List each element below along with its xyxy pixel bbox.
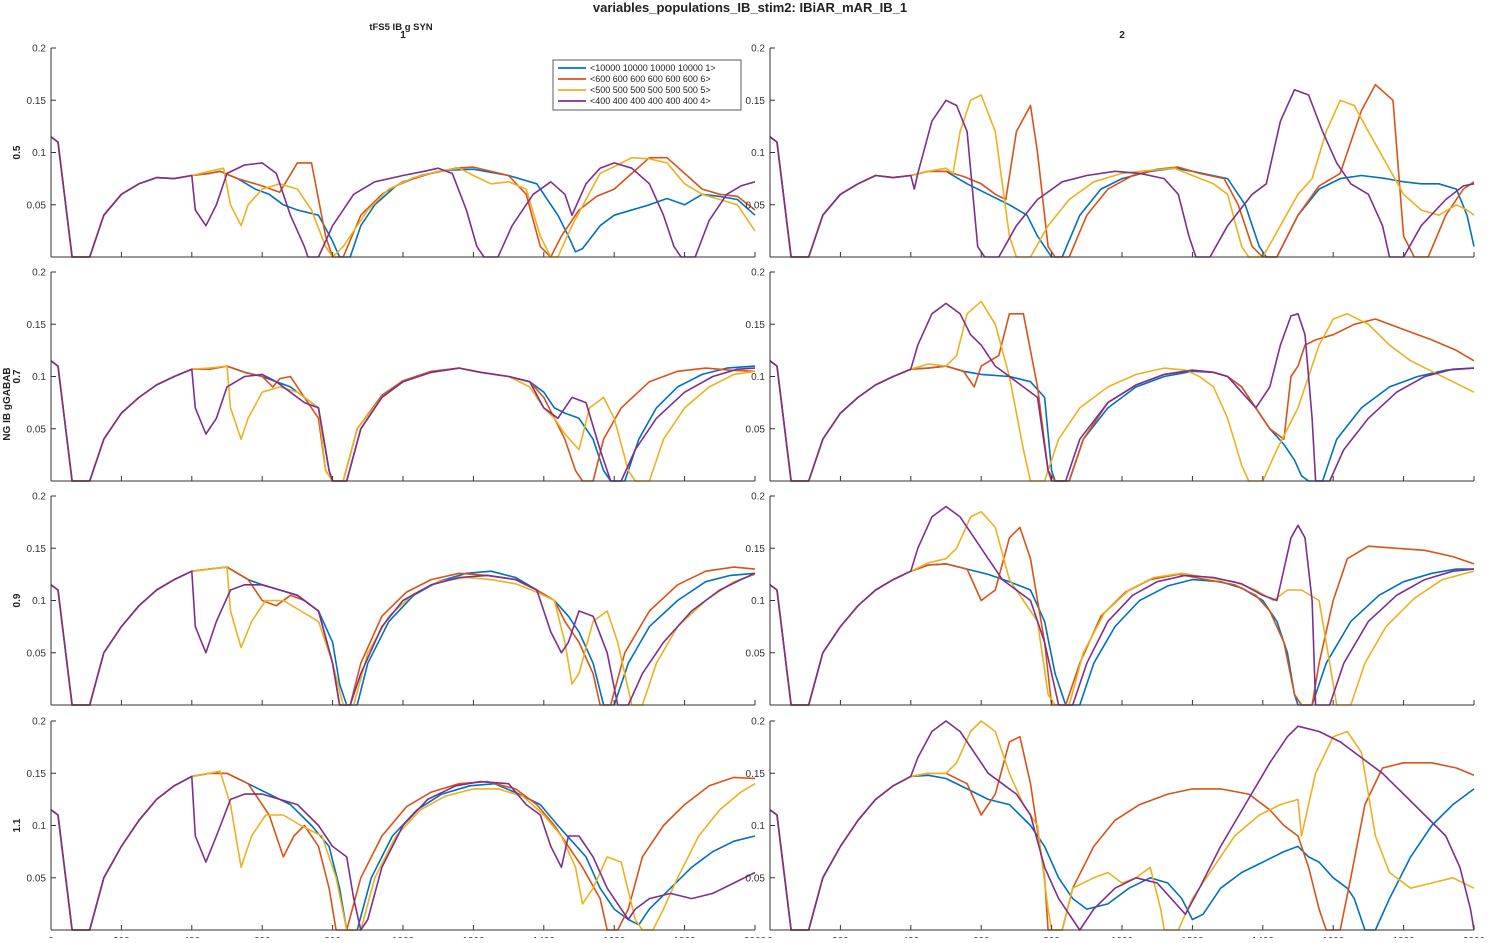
panel-row-0.5-col-2: 0.05 0.1 0.15 0.2 2 [746, 30, 1475, 258]
legend-entry-3: <500 500 500 500 500 500 5> [590, 85, 711, 95]
y-tick-label: 0.1 [32, 148, 46, 159]
panel-row-0.9-col-2: 0.05 0.1 0.15 0.2 [746, 492, 1475, 706]
row-variable-label: NG IB gGABAB [2, 367, 13, 440]
row-label: 0.7 [12, 369, 23, 383]
y-tick-label: 0.15 [27, 544, 47, 555]
y-tick-label: 0.05 [27, 648, 47, 659]
panel-row-0.7-col-1: 0.05 0.1 0.15 0.2 0.7 [12, 268, 756, 482]
y-tick-label: 0.1 [32, 372, 46, 383]
y-tick-label: 0.2 [751, 44, 765, 55]
y-tick-label: 0.1 [751, 596, 765, 607]
row-label: 0.9 [12, 593, 23, 607]
y-tick-label: 0.05 [27, 424, 47, 435]
column-label: 1 [400, 30, 406, 41]
y-tick-label: 0.2 [32, 717, 46, 728]
legend: <10000 10000 10000 10000 1><600 600 600 … [552, 59, 742, 111]
y-tick-label: 0.15 [746, 544, 766, 555]
y-tick-label: 0.2 [751, 717, 765, 728]
y-tick-label: 0.05 [27, 200, 47, 211]
panel-background [770, 496, 1474, 705]
y-tick-label: 0.05 [746, 424, 766, 435]
y-tick-label: 0.15 [27, 320, 47, 331]
y-tick-label: 0.2 [32, 268, 46, 279]
y-tick-label: 0.1 [751, 821, 765, 832]
panel-row-1.1-col-2: 0.050.10.150.202004006008001000120014001… [746, 717, 1486, 943]
column-variable-label: tFS5 IB g SYN [369, 22, 432, 33]
y-tick-label: 0.05 [746, 200, 766, 211]
y-tick-label: 0.1 [751, 372, 765, 383]
y-tick-label: 0.2 [32, 44, 46, 55]
series-line-4 [769, 89, 1475, 258]
y-tick-label: 0.05 [746, 648, 766, 659]
y-tick-label: 0.15 [746, 320, 766, 331]
panel-row-0.5-col-1: 0.05 0.1 0.15 0.2 0.5 1 [12, 30, 756, 258]
panel-background [770, 721, 1474, 930]
y-tick-label: 0.2 [32, 492, 46, 503]
y-tick-label: 0.15 [27, 96, 47, 107]
y-tick-label: 0.1 [751, 148, 765, 159]
panel-grid: 0.05 0.1 0.15 0.2 0.5 1 0.05 0.1 0.15 0.2 2 0.05 0.1… [12, 30, 1486, 943]
panel-row-0.7-col-2: 0.05 0.1 0.15 0.2 [746, 268, 1475, 482]
y-tick-label: 0.05 [746, 873, 766, 884]
y-tick-label: 0.1 [32, 821, 46, 832]
panel-row-1.1-col-1: 0.050.10.150.202004006008001000120014001… [12, 717, 767, 943]
legend-entry-4: <400 400 400 400 400 400 4> [590, 96, 711, 106]
y-tick-label: 0.2 [751, 268, 765, 279]
panel-background [770, 48, 1474, 257]
panel-row-0.9-col-1: 0.05 0.1 0.15 0.2 0.9 [12, 492, 756, 706]
figure-title: variables_populations_IB_stim2: IBiAR_mA… [593, 0, 907, 15]
row-label: 0.5 [12, 145, 23, 159]
series-line-4 [769, 302, 1475, 482]
y-tick-label: 0.15 [746, 96, 766, 107]
column-label: 2 [1119, 30, 1125, 41]
y-tick-label: 0.15 [27, 769, 47, 780]
row-label: 1.1 [12, 818, 23, 832]
y-tick-label: 0.05 [27, 873, 47, 884]
series-line-4 [50, 775, 756, 931]
y-tick-label: 0.2 [751, 492, 765, 503]
series-line-4 [50, 570, 756, 706]
panel-background [770, 272, 1474, 481]
legend-entry-2: <600 600 600 600 600 600 6> [590, 74, 711, 84]
y-tick-label: 0.15 [746, 769, 766, 780]
y-tick-label: 0.1 [32, 596, 46, 607]
legend-entry-1: <10000 10000 10000 10000 1> [590, 63, 716, 73]
series-line-4 [50, 136, 756, 258]
panel-background [51, 272, 755, 481]
